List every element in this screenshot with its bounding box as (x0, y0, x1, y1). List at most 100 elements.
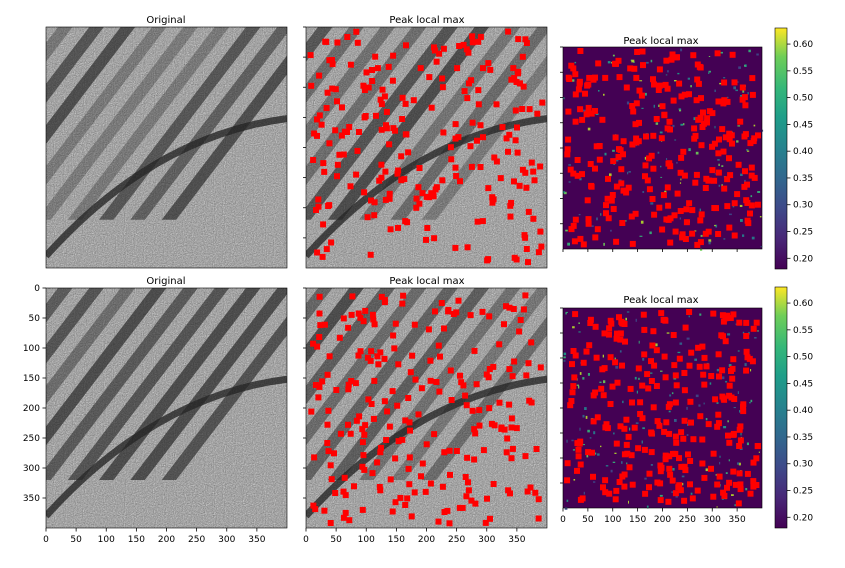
tm-peak-77 (512, 107, 519, 114)
bm-peak-176 (405, 465, 412, 472)
tr-peak-28 (627, 65, 634, 72)
bm-peak-81 (482, 519, 489, 526)
tr-peak-254 (697, 239, 704, 246)
tr-peak-15 (726, 224, 733, 231)
bm-peak-179 (523, 372, 530, 379)
tr-peak-139 (682, 236, 689, 242)
tr-peak-172 (744, 217, 751, 224)
bl-ytick-4: 200 (23, 404, 40, 414)
tm-peak-182 (440, 129, 447, 136)
tm-peak-45 (489, 199, 496, 206)
bm-peak-186 (369, 311, 376, 318)
tm-peak-125 (469, 33, 476, 40)
bm-peak-49 (436, 388, 443, 395)
tm-peak-121 (452, 121, 459, 128)
cb-bottom-cbtick-0: 0.20 (793, 513, 813, 523)
tr-peak-221 (731, 79, 738, 86)
cb-top-cbtick-7: 0.55 (793, 67, 813, 77)
tm-peak-215 (314, 116, 320, 123)
tr-peak-154 (592, 165, 598, 172)
tm-peak-133 (505, 148, 511, 155)
tm-peak-74 (332, 86, 339, 93)
br-xtick-3: 150 (629, 515, 646, 525)
br-peak-215 (714, 423, 721, 430)
tr-peak-33 (729, 51, 736, 58)
bm-peak-199 (527, 484, 534, 491)
tm-peak-209 (469, 119, 476, 126)
bm-peak-152 (362, 307, 369, 314)
bm-peak-227 (324, 371, 331, 378)
br-peak-84 (586, 342, 593, 349)
tm-peak-179 (334, 98, 340, 105)
tr-peak-26 (674, 190, 681, 197)
tr-peak-187 (603, 210, 609, 217)
br-peak-153 (614, 330, 620, 337)
br-peak-185 (657, 497, 664, 504)
br-peak-203 (621, 483, 628, 490)
br-peak-247 (686, 309, 693, 315)
tm-peak-39 (338, 132, 345, 139)
bm-xtick-1: 50 (330, 535, 342, 545)
bm-peak-51 (387, 476, 394, 483)
bm-peak-13 (391, 345, 398, 352)
bm-peak-181 (476, 422, 483, 429)
bm-peak-75 (367, 357, 374, 364)
bm-peak-185 (511, 358, 518, 365)
tr-peak-88 (755, 132, 761, 139)
bm-peak-113 (310, 340, 317, 347)
tr-peak-253 (629, 141, 636, 148)
br-peak-156 (705, 421, 712, 428)
tm-peak-75 (475, 101, 482, 108)
br-peak-64 (662, 374, 669, 381)
tr-peak-35 (574, 172, 581, 179)
br-peak-225 (608, 320, 615, 327)
cb-top-cbtick-1: 0.25 (793, 228, 813, 238)
br-peak-201 (737, 486, 744, 493)
tm-peak-198 (390, 125, 397, 132)
br-peak-186 (666, 465, 673, 472)
br-peak-256 (753, 319, 760, 326)
tr-peak-142 (612, 134, 619, 141)
tm-peak-16 (395, 167, 402, 174)
bm-peak-158 (463, 402, 470, 409)
tm-peak-36 (491, 154, 498, 161)
bm-peak-215 (361, 431, 368, 438)
tm-peak-123 (456, 43, 463, 49)
br-peak-232 (712, 396, 719, 403)
bm-peak-174 (340, 488, 347, 495)
br-peak-12 (694, 487, 701, 494)
tr-peak-103 (646, 155, 652, 162)
tm-peak-43 (463, 46, 470, 53)
tm-peak-62 (452, 244, 459, 251)
colorbar-bottom (774, 286, 788, 529)
tm-peak-70 (323, 246, 330, 253)
tm-peak-130 (369, 78, 376, 84)
br-peak-71 (577, 461, 584, 468)
br-peak-184 (639, 382, 646, 389)
br-peak-163 (570, 348, 577, 354)
tr-peak-214 (665, 202, 672, 209)
bm-peak-228 (368, 401, 375, 407)
tr-peak-83 (677, 169, 684, 176)
tr-peak-129 (681, 91, 688, 98)
tm-peak-162 (433, 184, 440, 191)
tm-peak-181 (417, 65, 424, 72)
tr-peak-48 (649, 196, 656, 202)
tm-peak-67 (505, 28, 512, 35)
tm-peak-18 (336, 151, 343, 158)
bl-xtick-0: 0 (43, 535, 49, 545)
br-xtick-1: 50 (582, 515, 594, 525)
br-peak-31 (629, 481, 636, 488)
tm-peak-192 (310, 157, 317, 163)
tr-peak-195 (636, 87, 643, 94)
tr-peak-175 (748, 172, 755, 179)
tm-peak-158 (525, 208, 532, 215)
br-peak-98 (613, 487, 620, 494)
bm-peak-139 (312, 382, 319, 388)
br-peak-245 (575, 453, 582, 460)
tr-peak-227 (690, 52, 697, 59)
tm-peak-207 (431, 44, 437, 51)
bm-peak-73 (357, 314, 364, 321)
tm-peak-71 (448, 156, 455, 163)
br-peak-52 (572, 352, 579, 359)
